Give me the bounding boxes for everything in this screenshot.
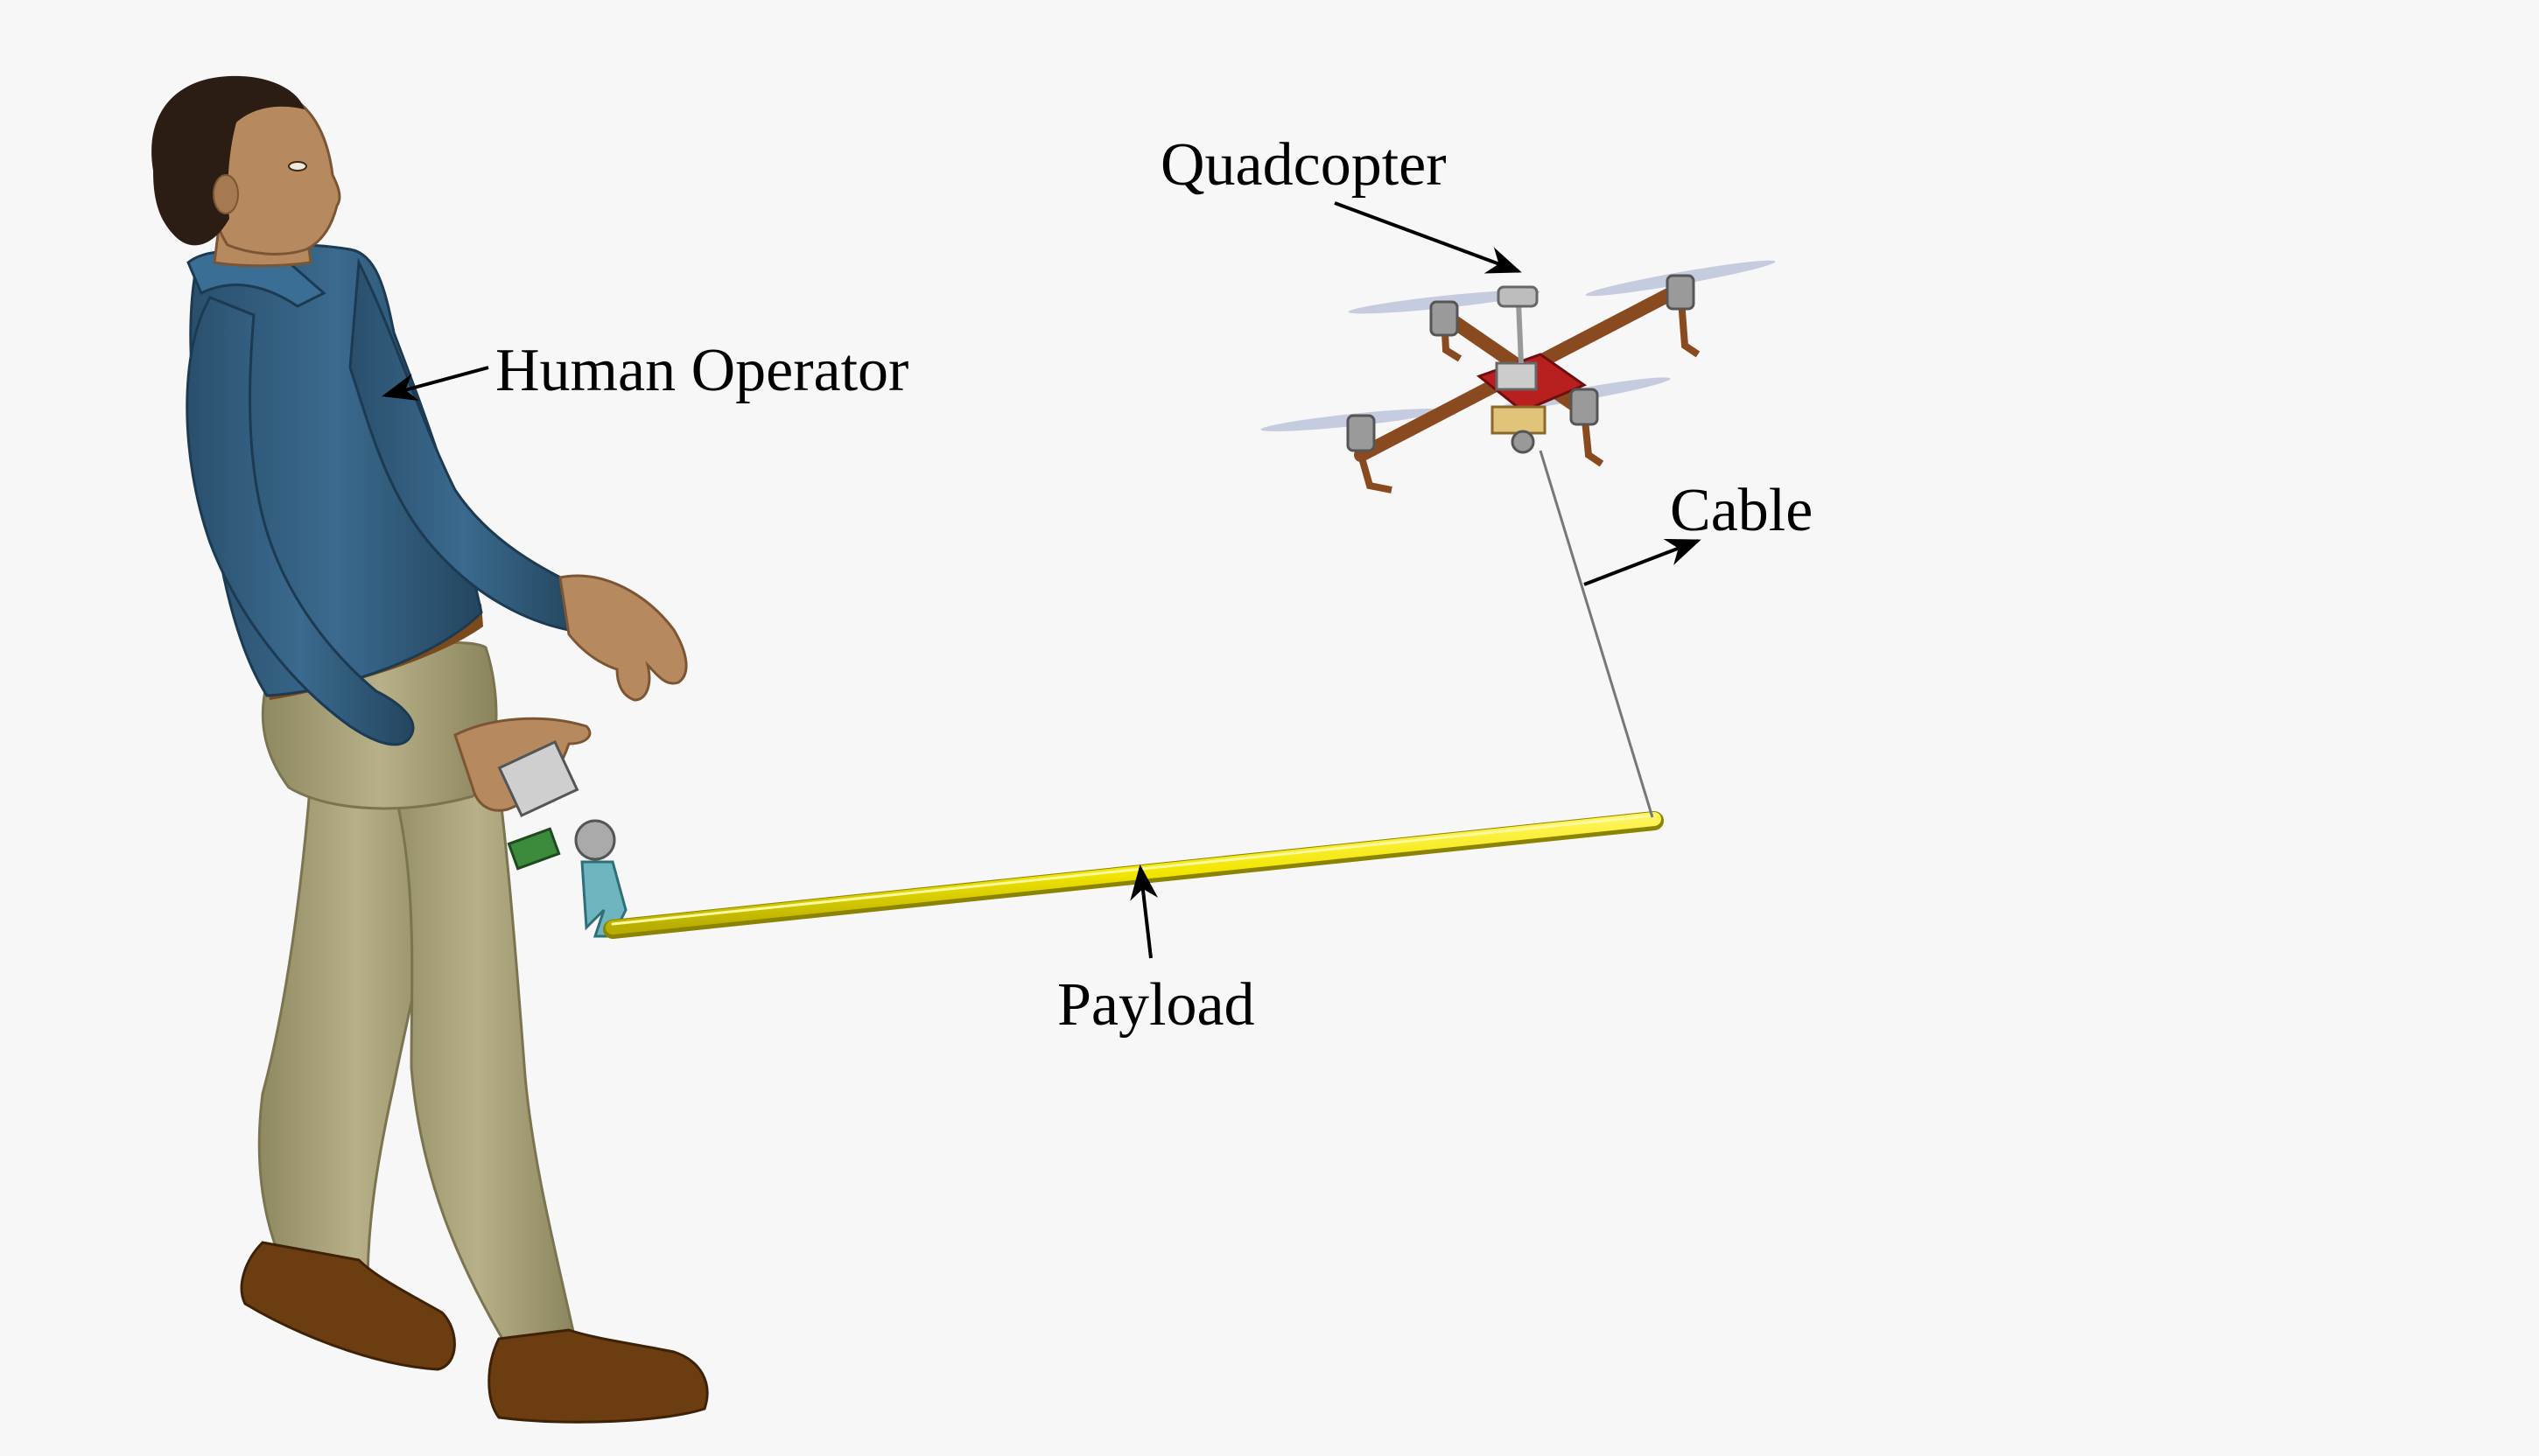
label-human-operator: Human Operator xyxy=(495,337,909,404)
device-joint xyxy=(574,819,616,861)
right-hand xyxy=(558,574,688,702)
cable-line xyxy=(1539,450,1654,818)
device-board xyxy=(507,827,561,871)
flight-controller xyxy=(1495,361,1538,391)
human-operator-figure xyxy=(151,75,709,1424)
left-shoe xyxy=(240,1241,456,1371)
payload-rod xyxy=(603,811,1664,939)
quadcopter-figure xyxy=(1260,260,1776,494)
arrow-cable xyxy=(1583,538,1701,586)
arrow-quadcopter xyxy=(1334,201,1522,274)
gripper-claw xyxy=(580,860,628,938)
cable-attach xyxy=(1511,430,1535,454)
motor-front-left xyxy=(1346,414,1376,452)
label-quadcopter: Quadcopter xyxy=(1161,131,1447,199)
motor-front-right xyxy=(1569,388,1599,426)
landing-leg-4 xyxy=(1581,410,1604,467)
right-leg xyxy=(374,716,579,1354)
ear xyxy=(213,174,239,214)
hair xyxy=(151,75,305,246)
left-arm xyxy=(186,296,415,746)
handheld-device xyxy=(497,740,628,938)
battery xyxy=(1490,405,1547,435)
label-cable: Cable xyxy=(1670,477,1813,544)
device-body xyxy=(497,740,579,817)
gps-mast xyxy=(1516,301,1524,364)
motor-back-right xyxy=(1666,274,1695,311)
landing-leg-1 xyxy=(1357,453,1392,494)
arrow-human-operator xyxy=(382,366,489,402)
right-shoe xyxy=(487,1328,709,1424)
label-payload: Payload xyxy=(1057,971,1255,1039)
motor-back-left xyxy=(1429,300,1459,337)
annotation-arrows xyxy=(382,201,1701,959)
gps-module xyxy=(1497,285,1539,308)
arrow-payload xyxy=(1130,864,1159,959)
eye xyxy=(288,161,307,172)
